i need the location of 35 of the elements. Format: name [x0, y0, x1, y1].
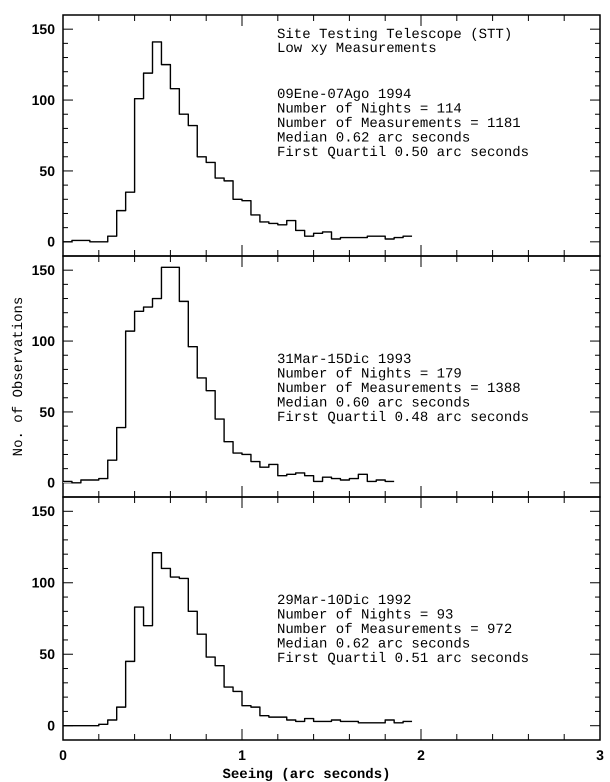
y-tick-label: 0: [47, 474, 56, 491]
y-tick-label: 150: [32, 503, 56, 520]
annotation: Number of Measurements = 1388: [277, 381, 521, 397]
annotation: Median 0.62 arc seconds: [277, 636, 470, 652]
annotation: Number of Nights = 179: [277, 366, 462, 382]
annotation: Number of Nights = 114: [277, 102, 462, 118]
x-tick-label: 3: [596, 747, 604, 763]
annotation: First Quartil 0.48 arc seconds: [277, 410, 530, 426]
y-tick-label: 50: [39, 646, 56, 662]
text: Low xy Measurements: [277, 41, 437, 57]
annotation: First Quartil 0.51 arc seconds: [277, 651, 530, 667]
y-tick-label: 150: [32, 21, 56, 38]
y-tick-label: 100: [32, 92, 56, 108]
annotation: Median 0.60 arc seconds: [277, 396, 470, 412]
annotation: Number of Nights = 93: [277, 608, 454, 624]
x-axis-title: Seeing (arc seconds): [222, 767, 391, 782]
y-tick-label: 150: [32, 262, 56, 278]
x-tick-label: 2: [417, 747, 426, 763]
y-axis-title: No. of Observations: [11, 296, 27, 456]
annotation: 29Mar-10Dic 1992: [277, 593, 412, 609]
y-tick-label: 0: [47, 234, 56, 250]
annotation: 09Ene-07Ago 1994: [277, 87, 412, 103]
annotation: Number of Measurements = 1181: [277, 116, 521, 132]
text: Site Testing Telescope (STT): [277, 27, 512, 43]
y-tick-label: 0: [47, 718, 56, 734]
y-tick-label: 100: [32, 574, 56, 591]
annotation: First Quartil 0.50 arc seconds: [277, 145, 530, 161]
annotation: Median 0.62 arc seconds: [277, 130, 470, 146]
annotation: 31Mar-15Dic 1993: [277, 352, 412, 368]
annotation: Number of Measurements = 972: [277, 622, 512, 638]
x-tick-label: 1: [238, 747, 246, 763]
y-tick-label: 50: [39, 404, 56, 420]
x-tick-label: 0: [59, 747, 68, 763]
y-tick-label: 50: [39, 162, 56, 179]
y-tick-label: 100: [32, 332, 56, 349]
